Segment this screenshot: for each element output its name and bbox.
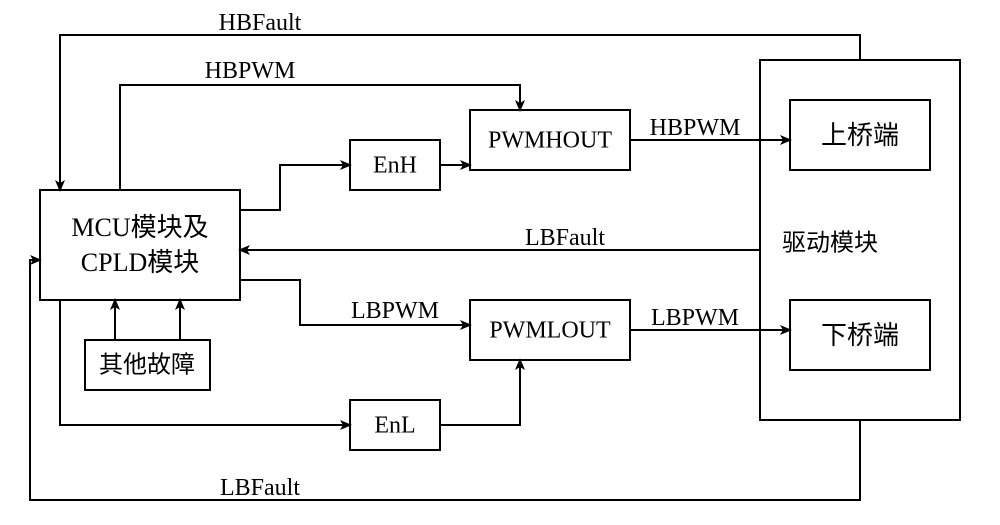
edge-hbpwm-out: [120, 85, 520, 190]
label-lbpwm-right: LBPWM: [651, 305, 739, 331]
label-lbfault-bottom: LBFault: [220, 475, 300, 501]
upper-bridge-block: 上桥端: [790, 100, 930, 170]
drive-module-label: 驱动模块: [782, 230, 878, 257]
mcu-line2: CPLD模块: [81, 248, 199, 277]
label-hbpwm-top: HBPWM: [205, 58, 296, 84]
edge-enl-pwmlout: [440, 360, 520, 425]
label-lbpwm-left: LBPWM: [351, 298, 439, 324]
mcu-line1: MCU模块及: [71, 213, 208, 242]
enl-block: EnL: [350, 400, 440, 450]
lower-bridge-block: 下桥端: [790, 300, 930, 370]
block-diagram: MCU模块及 CPLD模块 其他故障 EnH PWMHOUT PWMLOUT E…: [0, 0, 1000, 525]
enl-label: EnL: [374, 413, 415, 439]
label-hbpwm-mid: HBPWM: [650, 115, 741, 141]
mcu-cpld-block: MCU模块及 CPLD模块: [40, 190, 240, 300]
other-faults-label: 其他故障: [99, 352, 195, 379]
pwmlout-label: PWMLOUT: [489, 318, 611, 344]
edge-hbfault-top: [60, 35, 860, 190]
lower-bridge-label: 下桥端: [821, 321, 899, 350]
upper-bridge-label: 上桥端: [821, 121, 899, 150]
pwmhout-label: PWMHOUT: [488, 128, 612, 154]
enh-label: EnH: [373, 153, 417, 179]
pwmlout-block: PWMLOUT: [470, 300, 630, 360]
edge-mcu-enh: [240, 165, 350, 210]
label-hbfault-top: HBFault: [219, 10, 302, 36]
other-faults-block: 其他故障: [85, 340, 210, 390]
enh-block: EnH: [350, 140, 440, 190]
pwmhout-block: PWMHOUT: [470, 110, 630, 170]
label-lbfault-mid: LBFault: [525, 225, 605, 251]
